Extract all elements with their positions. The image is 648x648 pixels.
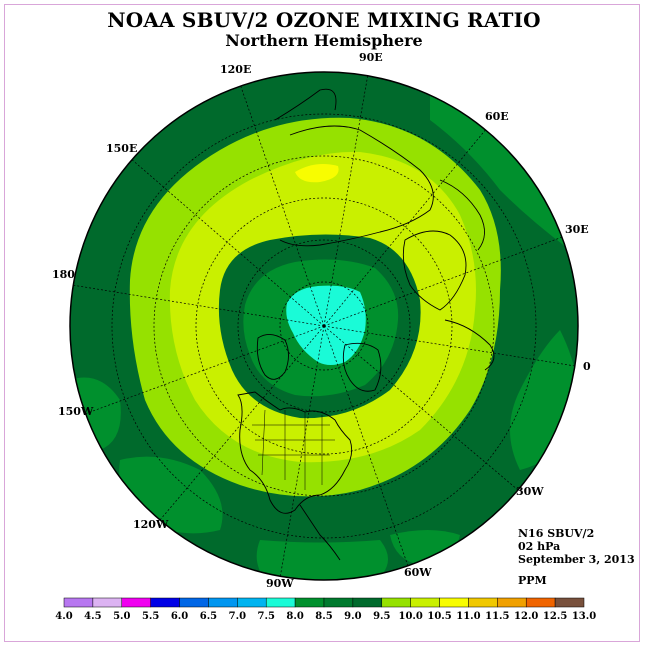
colorbar-swatch [92, 597, 123, 608]
map-subtitle: Northern Hemisphere [225, 31, 423, 50]
colorbar-swatch [410, 597, 440, 608]
units-label: PPM [518, 574, 547, 587]
colorbar-tick-label: 7.5 [258, 611, 275, 622]
colorbar-tick-label: 9.0 [344, 611, 361, 622]
colorbar: 4.0 4.5 5.0 5.5 6.0 6.5 7.0 7.5 8.0 8.5 9.0 9.5 10.0… [55, 597, 596, 622]
colorbar-tick-label: 11.0 [456, 611, 480, 622]
colorbar-swatch [121, 597, 151, 608]
state-borders [252, 409, 335, 490]
colorbar-swatch [497, 597, 527, 608]
colorbar-tick-label: 8.0 [286, 611, 303, 622]
latitude-circles [111, 113, 537, 539]
colorbar-tick-label: 4.0 [55, 611, 72, 622]
colorbar-swatch [323, 597, 354, 608]
colorbar-swatch [381, 597, 411, 608]
contour-8.5-south [256, 540, 388, 580]
colorbar-tick-label: 4.5 [84, 611, 101, 622]
colorbar-swatch [294, 597, 325, 608]
colorbar-swatch [468, 597, 498, 608]
contour-10.5-patch [295, 164, 339, 183]
colorbar-swatch [208, 597, 238, 608]
contour-8.5-east [430, 75, 574, 250]
colorbar-tick-label: 5.5 [142, 611, 159, 622]
lon-label-30e: 30E [565, 223, 589, 236]
colorbar-tick-label: 5.0 [113, 611, 130, 622]
colorbar-tick-label: 12.5 [543, 611, 567, 622]
lon-label-90w: 90W [266, 577, 294, 590]
colorbar-tick-label: 10.0 [398, 611, 422, 622]
colorbar-swatch [265, 597, 296, 608]
ozone-field [70, 72, 578, 580]
pressure-level: 02 hPa [518, 540, 561, 553]
lon-label-90e: 90E [359, 51, 383, 64]
lon-label-60w: 60W [404, 566, 432, 579]
lon-label-0: 0 [583, 360, 591, 373]
map-title: NOAA SBUV/2 OZONE MIXING RATIO [107, 8, 541, 32]
colorbar-tick-label: 13.0 [572, 611, 596, 622]
colorbar-swatch [554, 597, 585, 608]
contour-8.5-west [70, 377, 121, 450]
lon-label-150w: 150W [58, 405, 94, 418]
coastlines [237, 88, 495, 561]
figure-frame [4, 4, 640, 642]
colorbar-swatch [63, 597, 94, 608]
colorbar-tick-label: 10.5 [427, 611, 451, 622]
lon-label-60e: 60E [485, 110, 509, 123]
lon-label-150e: 150E [106, 142, 137, 155]
longitude-lines [71, 73, 576, 579]
lon-label-120w: 120W [133, 518, 169, 531]
colorbar-swatch [525, 597, 556, 608]
colorbar-swatch [352, 597, 383, 608]
map-boundary [69, 71, 579, 581]
colorbar-tick-label: 6.0 [171, 611, 188, 622]
date-label: September 3, 2013 [518, 553, 635, 566]
colorbar-swatch [439, 597, 469, 608]
colorbar-tick-label: 9.5 [373, 611, 390, 622]
colorbar-tick-label: 7.0 [229, 611, 246, 622]
colorbar-swatch [179, 597, 209, 608]
colorbar-tick-label: 12.0 [514, 611, 538, 622]
colorbar-swatch [237, 597, 267, 608]
colorbar-tick-label: 8.5 [315, 611, 332, 622]
instrument-label: N16 SBUV/2 [518, 527, 595, 540]
colorbar-tick-label: 11.5 [485, 611, 509, 622]
lon-label-120e: 120E [220, 63, 251, 76]
colorbar-tick-label: 6.5 [200, 611, 217, 622]
lon-label-30w: 30W [516, 485, 544, 498]
colorbar-swatch [150, 597, 180, 608]
lon-label-180: 180 [52, 268, 75, 281]
